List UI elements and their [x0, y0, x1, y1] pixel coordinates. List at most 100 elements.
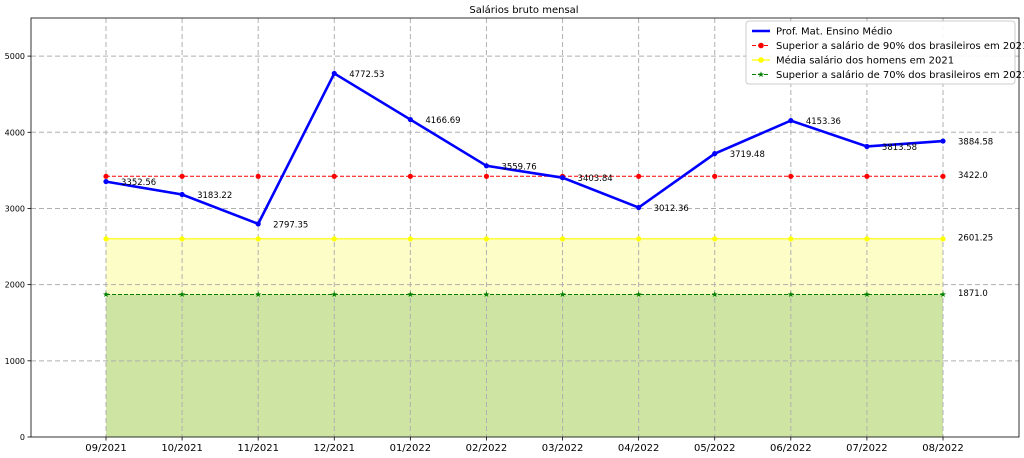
- series-0-point: [712, 151, 718, 157]
- series-1-point: [788, 173, 794, 179]
- series-line-0: [105, 71, 944, 226]
- series-2-point: [712, 236, 718, 242]
- series-0-point: [940, 138, 946, 144]
- data-label: 3884.58: [958, 138, 993, 148]
- grid-lines: [31, 18, 1019, 437]
- data-label: 3813.58: [882, 143, 917, 153]
- series-0-point: [179, 191, 185, 198]
- series-3-point: [255, 291, 262, 298]
- legend-label-1: Superior a salário de 90% dos brasileiro…: [776, 40, 1024, 52]
- legend-marker-3: [757, 71, 765, 78]
- series-0-point: [864, 143, 870, 150]
- data-label: 3352.56: [121, 178, 156, 188]
- x-tick-label: 04/2022: [618, 443, 660, 454]
- data-label: 4166.69: [425, 116, 460, 126]
- series-2-point: [788, 236, 794, 242]
- series-2-point: [636, 236, 642, 242]
- series-0-point: [255, 221, 261, 227]
- series-3-point: [711, 291, 718, 298]
- series-1-point: [179, 173, 185, 179]
- series-0-point: [331, 70, 337, 77]
- y-tick-label: 5000: [5, 52, 25, 61]
- x-tick-label: 08/2022: [922, 443, 964, 454]
- fill-area-70pct-band: [106, 294, 943, 437]
- series-0-point: [636, 204, 642, 211]
- y-tick-label: 1000: [5, 357, 25, 366]
- x-tick-label: 09/2021: [85, 443, 127, 454]
- x-tick-label: 10/2021: [161, 443, 203, 454]
- series-2-point: [483, 236, 490, 242]
- series-0-point: [407, 116, 413, 123]
- series-lines: [102, 70, 947, 298]
- data-label: 3183.22: [197, 191, 232, 201]
- series-3-point: [559, 291, 566, 298]
- x-tick-label: 11/2021: [237, 443, 279, 454]
- series-3-point: [331, 291, 338, 298]
- series-3-point: [102, 291, 110, 298]
- legend-marker-1: [758, 42, 764, 49]
- series-2-point: [179, 236, 185, 242]
- reference-value-label: 2601.25: [958, 233, 993, 243]
- series-3-point: [407, 291, 414, 298]
- plot-frame: [30, 17, 1020, 438]
- axis-ticks: 09/2021 10/2021 11/2021 12/2021 01/2022 02/20…: [5, 52, 964, 454]
- series-0-point: [483, 163, 490, 169]
- series-0-point: [559, 175, 566, 181]
- series-1-point: [712, 173, 718, 179]
- y-tick-label: 3000: [5, 204, 25, 213]
- y-tick-label: 4000: [5, 128, 25, 137]
- series-1-point: [407, 173, 413, 179]
- x-tick-label: 07/2022: [846, 443, 888, 454]
- x-tick-label: 03/2022: [542, 443, 584, 454]
- y-tick-label: 0: [20, 433, 25, 442]
- data-label: 3012.36: [654, 204, 689, 214]
- series-1-point: [864, 173, 870, 179]
- series-3-point: [863, 291, 870, 298]
- x-tick-label: 02/2022: [466, 443, 508, 454]
- series-1-point: [255, 173, 261, 179]
- series-2-point: [864, 236, 870, 242]
- y-tick-label: 2000: [5, 281, 25, 290]
- series-1-point: [483, 173, 490, 179]
- series-0-point: [788, 117, 794, 124]
- legend-box: [745, 20, 1016, 85]
- series-2-point: [940, 236, 946, 242]
- legend: Prof. Mat. Ensino Médio Superior a salári…: [745, 20, 1024, 85]
- fill-area-average-band: [106, 238, 943, 295]
- legend-label-3: Superior a salário de 70% dos brasileiro…: [776, 69, 1024, 81]
- data-label: 4153.36: [806, 117, 841, 127]
- series-2-point: [331, 236, 337, 242]
- chart-title: Salários bruto mensal: [469, 4, 578, 16]
- legend-marker-2: [758, 57, 764, 63]
- reference-value-label: 3422.0: [958, 171, 988, 181]
- series-3-point: [635, 291, 642, 298]
- data-label: 4772.53: [349, 70, 384, 80]
- x-tick-label: 12/2021: [313, 443, 355, 454]
- legend-label-2: Média salário dos homens em 2021: [776, 55, 954, 67]
- series-0-point: [103, 178, 109, 185]
- series-3-point: [483, 291, 490, 298]
- data-label: 3403.84: [578, 174, 613, 184]
- series-1-point: [331, 173, 337, 179]
- series-1-point: [636, 173, 642, 179]
- series-1-point: [103, 173, 109, 179]
- series-2-point: [559, 236, 566, 242]
- x-tick-label: 06/2022: [770, 443, 812, 454]
- reference-value-label: 1871.0: [958, 289, 988, 299]
- series-2-point: [103, 236, 109, 242]
- series-2-point: [255, 236, 261, 242]
- series-3-point: [787, 291, 794, 298]
- data-label: 3559.76: [501, 162, 536, 172]
- data-label: 3719.48: [730, 150, 765, 160]
- series-3-point: [179, 291, 186, 298]
- series-3-point: [939, 291, 947, 298]
- x-tick-label: 05/2022: [694, 443, 736, 454]
- fill-areas: [106, 238, 943, 437]
- series-2-point: [407, 236, 413, 242]
- data-label: 2797.35: [273, 220, 308, 230]
- x-tick-label: 01/2022: [390, 443, 432, 454]
- legend-label-0: Prof. Mat. Ensino Médio: [776, 26, 892, 38]
- data-labels: 3352.56 3183.22 2797.35 4772.53 4166.69 3559.…: [121, 70, 993, 299]
